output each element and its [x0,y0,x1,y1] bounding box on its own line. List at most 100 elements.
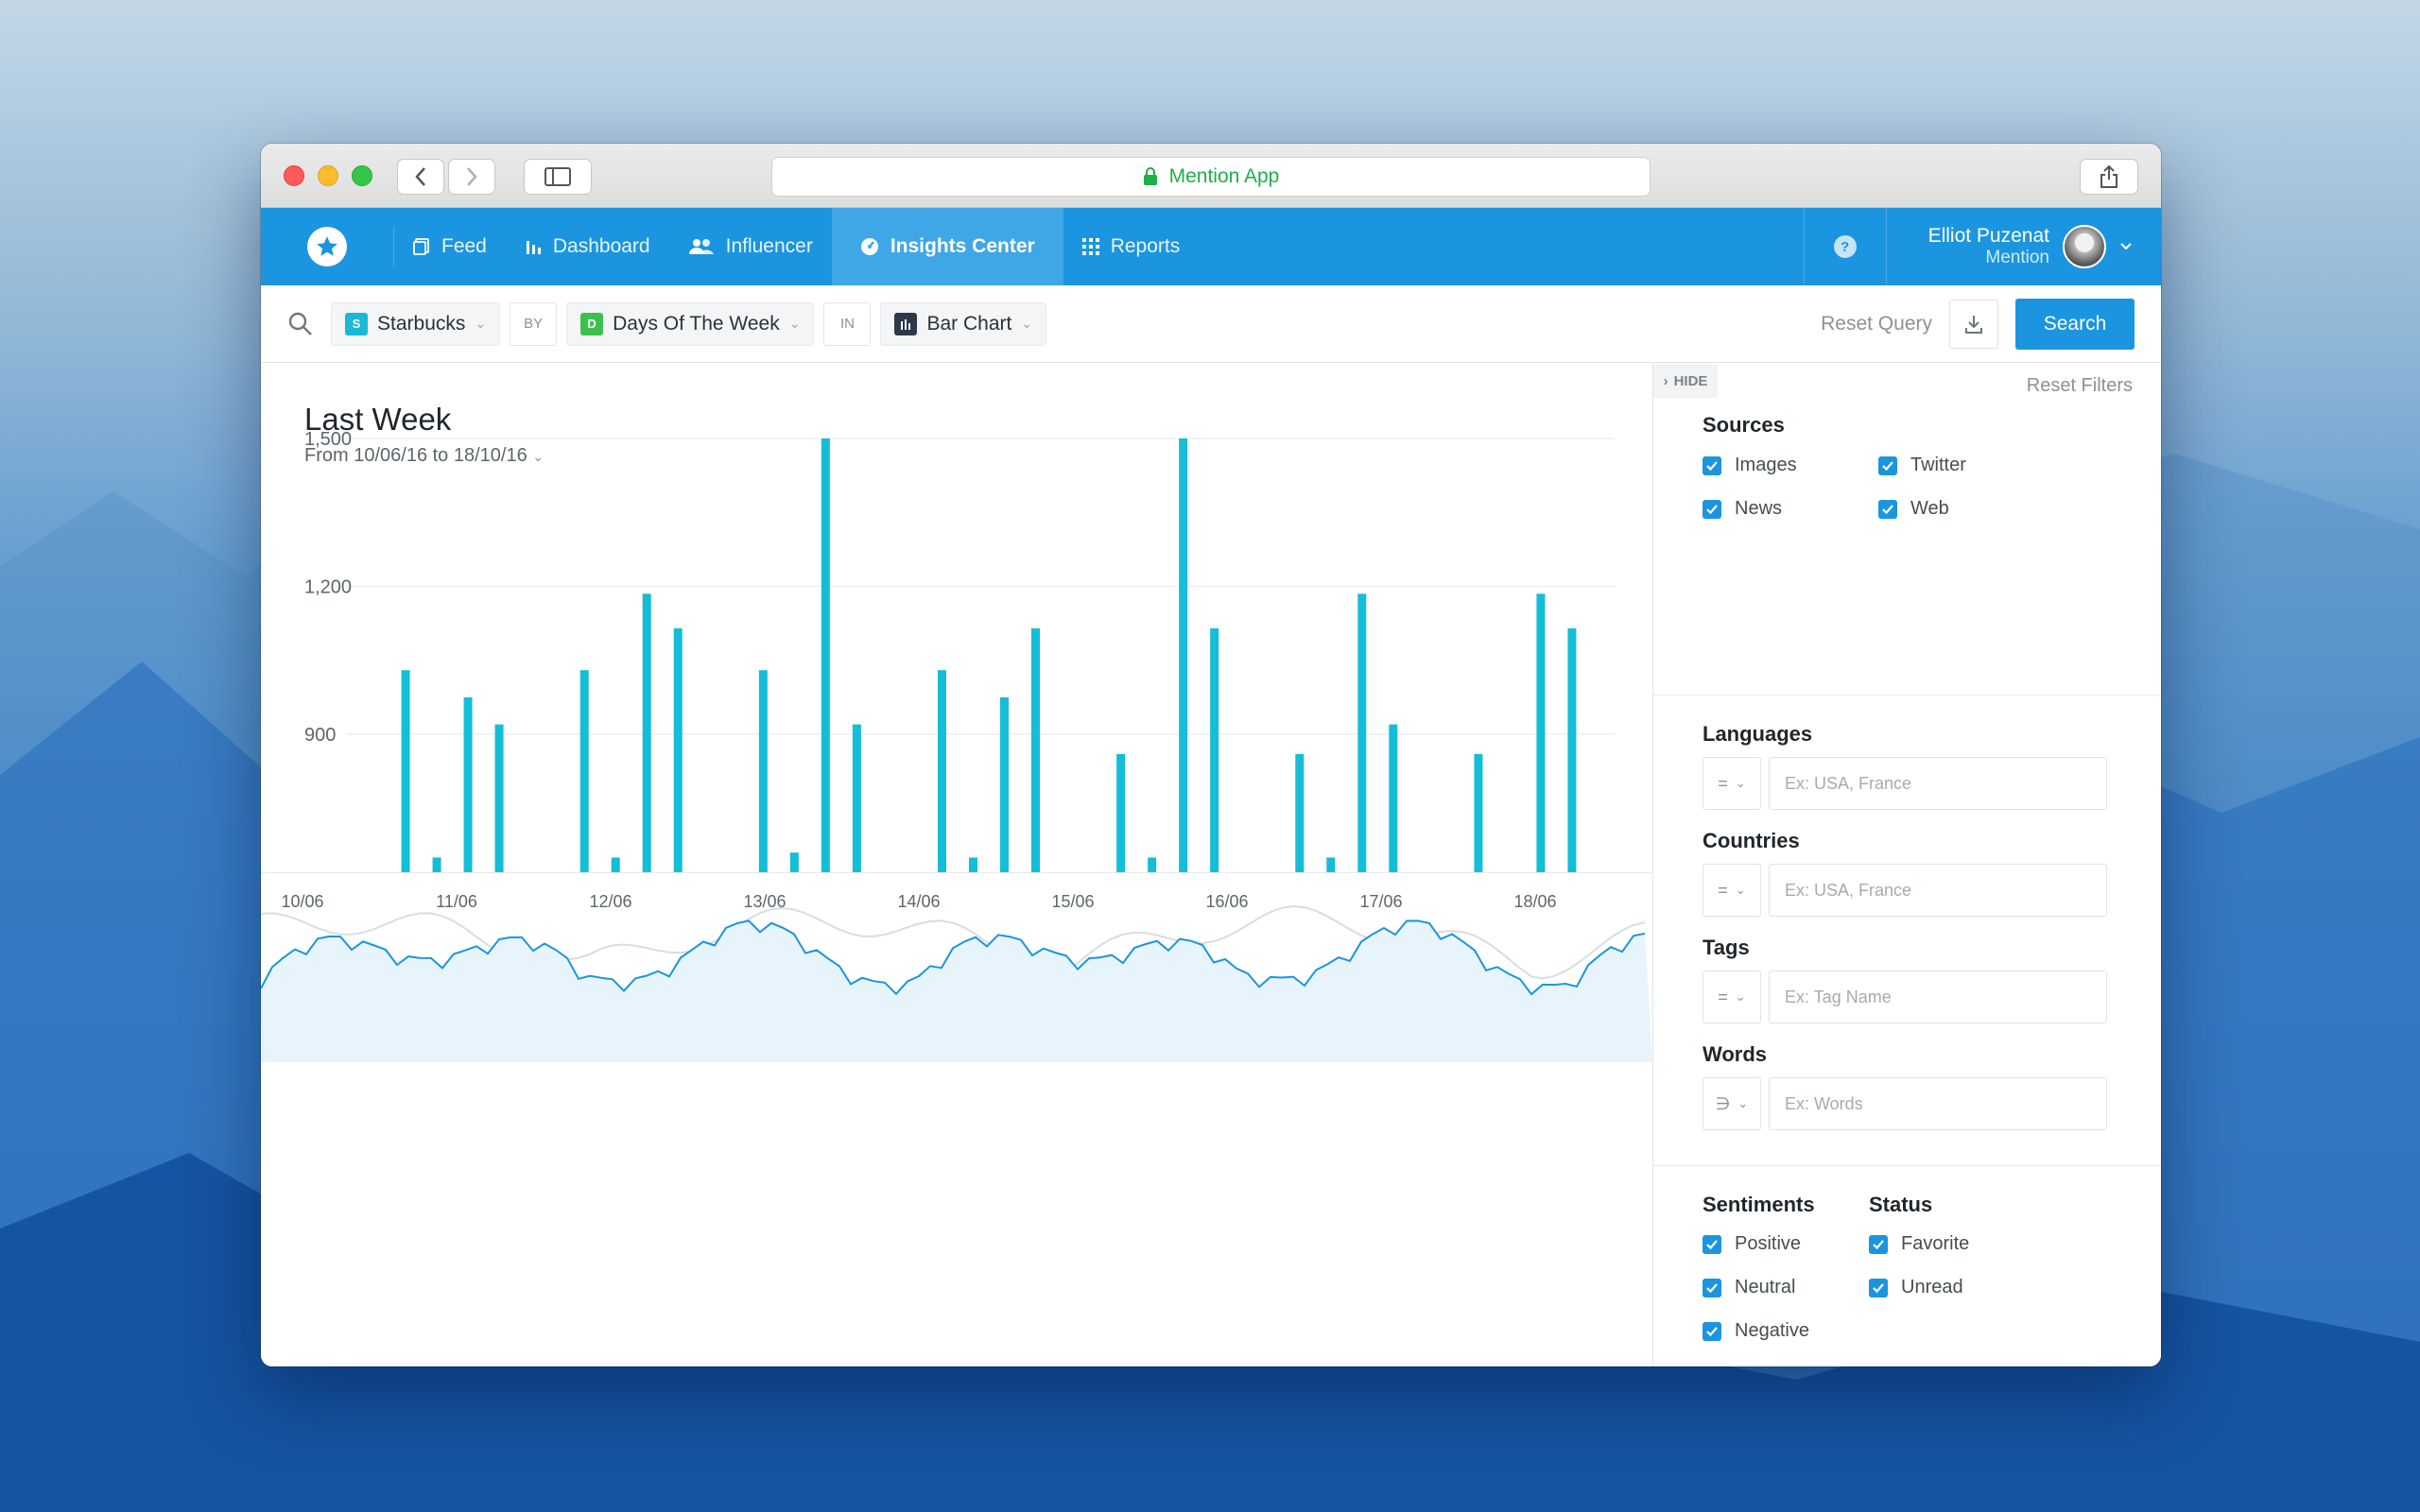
timeline-area [261,920,1652,1062]
bar[interactable] [1210,627,1219,872]
chevron-down-icon: ⌄ [475,316,487,331]
checkbox-checked-icon [1703,1321,1721,1341]
help-button[interactable]: ? [1803,208,1887,285]
bar[interactable] [1179,438,1188,872]
countries-title: Countries [1703,829,1800,852]
bar[interactable] [673,627,683,872]
timeline-date-label: 15/06 [1051,892,1094,911]
reset-filters-link[interactable]: Reset Filters [2026,375,2133,396]
nav-item-influencer[interactable]: Influencer [669,208,832,285]
user-menu[interactable]: Elliot Puzenat Mention [1887,208,2161,285]
chevron-down-icon: ⌄ [1021,316,1033,331]
mention-logo[interactable] [261,208,393,285]
download-icon [1965,315,1982,334]
tags-input[interactable] [1769,971,2107,1023]
status-favorite-checkbox[interactable]: Favorite [1869,1233,1969,1255]
forward-button[interactable] [448,159,495,195]
bar[interactable] [579,670,589,872]
words-operator-select[interactable]: ∋ ⌄ [1703,1077,1761,1130]
bar[interactable] [642,593,651,872]
y-tick-label: 1,500 [304,429,352,450]
address-bar[interactable]: Mention App [771,157,1651,197]
countries-operator-select[interactable]: = ⌄ [1703,864,1761,917]
chevron-down-icon: ⌄ [532,449,544,464]
bar[interactable] [432,857,441,872]
close-window-button[interactable] [284,165,304,186]
sentiment-negative-checkbox[interactable]: Negative [1703,1320,1809,1342]
bar[interactable] [1148,857,1157,872]
bar[interactable] [938,670,946,872]
bar[interactable] [1000,696,1009,872]
checkbox-checked-icon [1703,499,1721,519]
nav-item-label: Dashboard [552,235,650,257]
hide-filters-button[interactable]: › HIDE [1653,364,1718,398]
bar[interactable] [789,852,799,872]
nav-item-label: Feed [441,235,487,257]
bar[interactable] [1326,857,1336,872]
bar[interactable] [1567,627,1577,872]
bar[interactable] [821,438,830,872]
nav-item-dashboard[interactable]: Dashboard [506,208,669,285]
bar[interactable] [969,857,977,872]
bar[interactable] [463,696,473,872]
bar[interactable] [1536,593,1546,872]
source-news-checkbox[interactable]: News [1703,498,1782,520]
bar-chart-icon [894,312,918,335]
checkbox-checked-icon [1703,1278,1721,1297]
section-divider [1653,1165,2161,1166]
bar[interactable] [1474,753,1483,872]
reset-query-link[interactable]: Reset Query [1821,312,1932,335]
countries-input[interactable] [1769,864,2107,917]
back-button[interactable] [397,159,444,195]
timeline-overview[interactable]: 10/06 11/06 12/06 13/06 14/06 15/06 16/06 17/06… [261,872,1652,1366]
chart-title: Last Week [304,402,452,437]
checkbox-checked-icon [1703,455,1721,475]
nav-item-feed[interactable]: Feed [394,208,506,285]
chevron-down-icon: ⌄ [788,316,801,331]
sidebar-toggle-button[interactable] [524,159,592,195]
bar[interactable] [494,724,504,872]
bar[interactable] [401,670,410,872]
sentiment-neutral-checkbox[interactable]: Neutral [1703,1277,1795,1298]
date-range-selector[interactable]: From 10/06/16 to 18/10/16 ⌄ [304,445,544,467]
minimize-window-button[interactable] [318,165,338,186]
nav-item-insights-center[interactable]: Insights Center [831,208,1063,285]
languages-operator-select[interactable]: = ⌄ [1703,757,1761,810]
bar[interactable] [1116,753,1126,872]
checkbox-label: Web [1910,498,1949,519]
subject-selector[interactable]: S Starbucks ⌄ [331,301,501,346]
nav-item-reports[interactable]: Reports [1063,208,1200,285]
status-title: Status [1869,1193,1933,1216]
zoom-window-button[interactable] [352,165,372,186]
search-button[interactable]: Search [2015,298,2135,350]
bar-chart: 3006009001,2001,500MondayTuesdayWednesda… [304,429,1615,872]
grouping-selector[interactable]: D Days Of The Week ⌄ [566,301,815,346]
user-name: Elliot Puzenat [1927,225,2049,247]
bar[interactable] [1389,724,1398,872]
subject-label: Starbucks [377,312,466,335]
download-button[interactable] [1949,299,1998,349]
bar[interactable] [758,670,768,872]
status-unread-checkbox[interactable]: Unread [1869,1277,1963,1298]
bar[interactable] [611,857,620,872]
tags-operator-select[interactable]: = ⌄ [1703,971,1761,1023]
bar[interactable] [852,724,861,872]
timeline-date-label: 17/06 [1359,892,1402,911]
source-twitter-checkbox[interactable]: Twitter [1878,455,1966,476]
sidebar-icon [544,167,571,186]
source-images-checkbox[interactable]: Images [1703,455,1797,476]
grouping-label: Days Of The Week [613,312,780,335]
languages-input[interactable] [1769,757,2107,810]
bar[interactable] [1031,627,1040,872]
timeline-date-label: 18/06 [1513,892,1556,911]
avatar [2063,225,2106,268]
chart-type-selector[interactable]: Bar Chart ⌄ [880,301,1047,346]
share-button[interactable] [2080,159,2138,195]
chevron-down-icon: ⌄ [1735,883,1746,897]
bar[interactable] [1295,753,1305,872]
source-web-checkbox[interactable]: Web [1878,498,1949,520]
words-input[interactable] [1769,1077,2107,1130]
checkbox-label: Positive [1735,1233,1802,1254]
sentiment-positive-checkbox[interactable]: Positive [1703,1233,1801,1255]
bar[interactable] [1357,593,1367,872]
